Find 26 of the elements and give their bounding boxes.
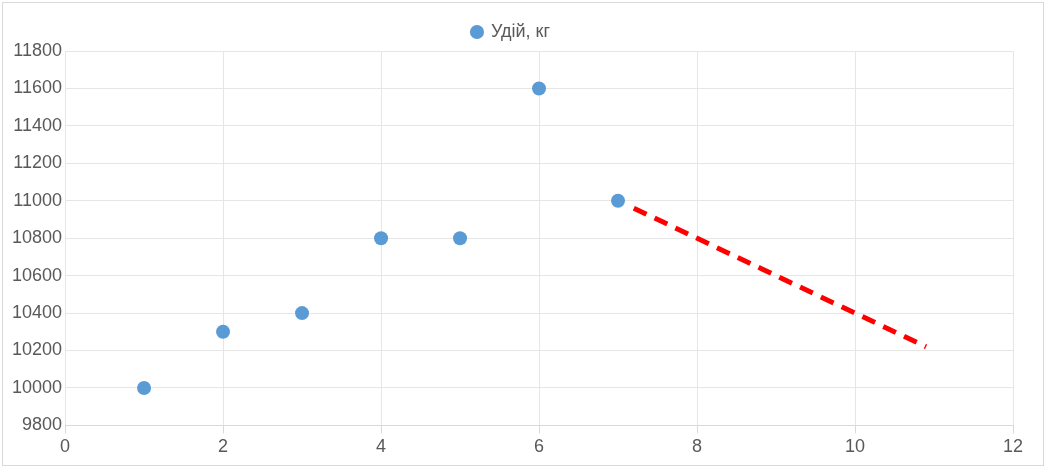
x-tick-label: 8 xyxy=(692,436,703,457)
y-tick-label: 11200 xyxy=(13,152,63,173)
y-tick-label: 11000 xyxy=(13,189,63,210)
point xyxy=(295,306,310,321)
x-tick-label: 12 xyxy=(1002,436,1024,457)
y-tick-label: 11800 xyxy=(13,39,63,60)
y-tick-label: 10600 xyxy=(11,264,63,285)
x-tick-label: 4 xyxy=(376,436,387,457)
x-tick-label: 2 xyxy=(218,436,229,457)
y-tick-label: 10000 xyxy=(11,376,63,397)
point xyxy=(374,231,389,246)
x-tick-label: 6 xyxy=(534,436,545,457)
y-tick-label: 10400 xyxy=(11,302,63,323)
y-tick-label: 11600 xyxy=(13,77,63,98)
x-tick-label: 10 xyxy=(844,436,866,457)
y-tick-label: 10200 xyxy=(11,339,63,360)
point xyxy=(532,81,547,96)
legend-label: Удій, кг xyxy=(490,20,551,41)
point xyxy=(137,380,152,395)
y-tick-label: 10800 xyxy=(11,227,63,248)
y-tick-label: 11400 xyxy=(13,114,63,135)
point xyxy=(611,193,626,208)
y-tick-label: 9800 xyxy=(22,414,63,435)
point xyxy=(216,324,231,339)
x-tick-label: 0 xyxy=(60,436,71,457)
point xyxy=(453,231,468,246)
